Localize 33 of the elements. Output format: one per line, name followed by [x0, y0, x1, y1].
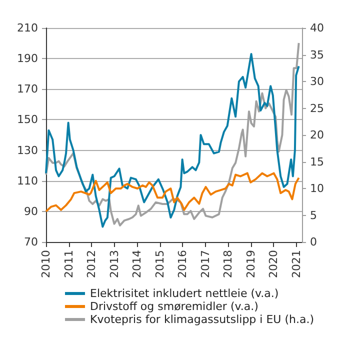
x-tick-label: 2020: [267, 250, 280, 278]
y-tick-label: 90: [24, 204, 38, 218]
x-tick-label: 2016: [176, 250, 190, 278]
x-tick-label: 2019: [244, 250, 258, 278]
x-tick-label: 2017: [198, 250, 212, 278]
y2-tick-label: 25: [310, 102, 324, 115]
y-tick-label: 190: [17, 52, 38, 66]
y-tick-label: 210: [17, 22, 38, 34]
y-tick-label: 130: [17, 144, 38, 157]
legend-label: Drivstoff og smøremidler (v.a.): [90, 300, 258, 313]
y2-tick-label: 35: [310, 48, 324, 62]
y2-tick-label: 5: [310, 208, 317, 222]
y2-tick-label: 10: [310, 182, 324, 195]
line-series: [45, 172, 300, 212]
x-tick-label: 2012: [85, 250, 98, 278]
y-tick-label: 150: [17, 113, 38, 126]
x-tick-label: 2014: [130, 250, 144, 278]
legend-label: Kvotepris for klimagassutslipp i EU (h.a.): [90, 313, 314, 326]
x-tick-label: 2015: [153, 250, 166, 278]
y2-tick-label: 40: [310, 22, 324, 34]
x-tick-label: 2021: [290, 250, 303, 278]
legend-label: Elektrisitet inkludert nettleie (v.a.): [90, 287, 279, 300]
x-tick-label: 2018: [222, 250, 235, 278]
x-tick-label: 2013: [108, 250, 121, 278]
y-tick-label: 70: [24, 236, 38, 248]
y-tick-label: 170: [17, 82, 38, 96]
y2-tick-label: 0: [310, 236, 317, 248]
y-tick-label: 110: [17, 174, 38, 188]
y2-tick-label: 30: [310, 75, 324, 88]
y2-tick-label: 20: [310, 128, 324, 142]
x-tick-label: 2010: [40, 250, 52, 278]
x-tick-label: 2011: [62, 250, 76, 278]
y2-tick-label: 15: [310, 155, 324, 168]
